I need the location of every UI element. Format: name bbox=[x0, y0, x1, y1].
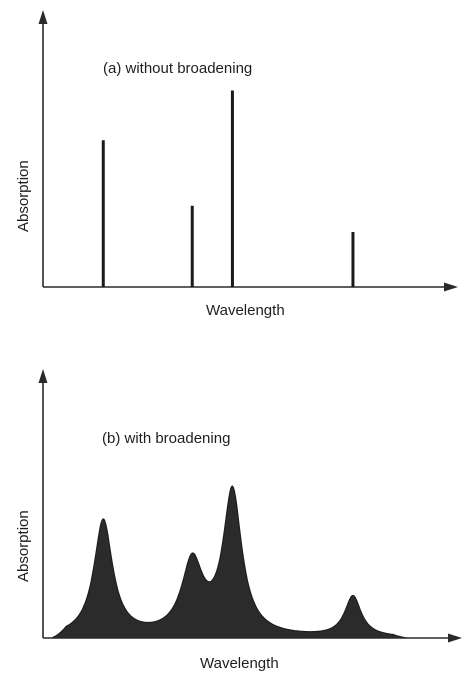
panel-a-y-axis-arrow bbox=[38, 10, 48, 24]
broadened-absorption-profile bbox=[51, 485, 408, 639]
panel-b-with-broadening: (b) with broadening Wavelength Absorptio… bbox=[15, 369, 462, 672]
panel-b-absorption-bands bbox=[51, 485, 408, 639]
panel-a-title: (a) without broadening bbox=[103, 60, 252, 77]
panel-a-without-broadening: (a) without broadening Wavelength Absorp… bbox=[15, 10, 458, 319]
panel-a-x-axis-arrow bbox=[444, 282, 458, 292]
panel-a-x-axis-label: Wavelength bbox=[206, 302, 285, 319]
panel-b-title: (b) with broadening bbox=[102, 430, 230, 447]
panel-b-x-axis-label: Wavelength bbox=[200, 655, 279, 672]
panel-b-x-axis-arrow bbox=[448, 633, 462, 643]
panel-b-y-axis-arrow bbox=[38, 369, 48, 383]
panel-b-y-axis-label: Absorption bbox=[15, 510, 32, 582]
panel-a-y-axis-label: Absorption bbox=[15, 160, 32, 232]
panel-a-spectral-lines bbox=[101, 90, 355, 287]
